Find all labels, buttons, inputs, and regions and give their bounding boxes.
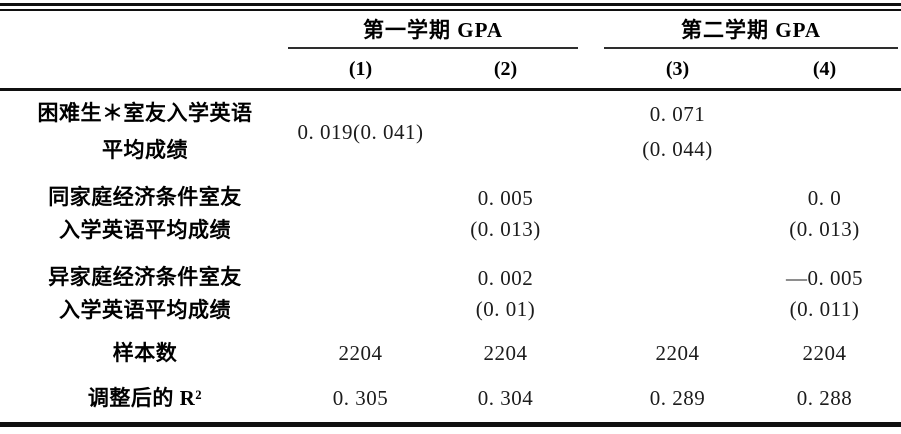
row-label-line: 同家庭经济条件室友 [48,184,242,209]
value-cell-col1: 2204 [288,336,433,370]
coefficient-value: —0. 005 [786,266,863,290]
r-squared-value: 0. 288 [796,386,853,410]
value-cell-col3: 0. 071 (0. 044) [604,93,751,170]
column-number-row: (1) (2) (3) (4) [0,50,901,88]
value-cell-col2: 0. 002 (0. 01) [433,257,578,330]
r-squared-value: 0. 305 [332,386,389,410]
table-row: 样本数 2204 2204 2204 2204 [0,336,901,370]
standard-error: (0. 044) [642,137,713,161]
column-number: (2) [493,57,518,80]
value-cell-col4: —0. 005 (0. 011) [751,257,898,330]
row-label-line: 异家庭经济条件室友 [48,265,242,289]
value-cell-col4: 0. 0 (0. 013) [751,176,898,250]
bottom-rule [0,422,901,427]
value-cell-col1: 0. 305 [288,381,433,415]
r-squared-value: 0. 304 [477,386,534,410]
coefficient-value: 0. 0 [807,185,842,210]
row-label-line: 入学英语平均成绩 [59,217,231,242]
coefficient-value: 0. 019(0. 041) [297,119,424,144]
sample-size: 2204 [655,341,700,365]
group2-underline [604,47,898,49]
sample-size: 2204 [483,341,528,365]
column-number: (1) [348,57,373,80]
column-group-sem1: 第一学期 GPA [288,10,578,48]
row-label-line: 入学英语平均成绩 [59,298,231,322]
column-header-3: (3) [604,50,751,88]
column-group-label: 第二学期 GPA [680,18,822,42]
sample-size: 2204 [802,341,847,365]
column-header-1: (1) [288,50,433,88]
standard-error: (0. 013) [789,216,860,241]
coefficient-value: 0. 071 [649,102,706,126]
row-label: 困难生＊室友入学英语 平均成绩 [0,93,290,170]
row-label-line: 调整后的 R² [87,386,203,410]
row-label-line: 样本数 [112,341,178,365]
table-row: 困难生＊室友入学英语 平均成绩 0. 019(0. 041) 0. 071 (0… [0,93,901,170]
column-number: (4) [812,57,837,80]
top-rule-inner [0,9,901,11]
column-group-sem2: 第二学期 GPA [604,10,898,48]
coefficient-value: 0. 005 [477,185,534,210]
column-header-2: (2) [433,50,578,88]
coefficient-value: 0. 002 [477,266,534,290]
table-row: 同家庭经济条件室友 入学英语平均成绩 0. 005 (0. 013) 0. 0 … [0,176,901,250]
value-cell-col1: 0. 019(0. 041) [288,93,433,170]
row-label-line: 平均成绩 [102,138,188,162]
column-group-label: 第一学期 GPA [362,18,504,42]
column-group-header-row: 第一学期 GPA 第二学期 GPA [0,10,901,48]
value-cell-col2: 0. 304 [433,381,578,415]
table-row: 调整后的 R² 0. 305 0. 304 0. 289 0. 288 [0,381,901,415]
top-rule-outer [0,3,901,6]
value-cell-col4: 0. 288 [751,381,898,415]
value-cell-col3: 0. 289 [604,381,751,415]
row-label: 样本数 [0,336,290,370]
sample-size: 2204 [338,341,383,365]
standard-error: (0. 013) [470,216,541,241]
row-label: 调整后的 R² [0,381,290,415]
header-rule [0,88,901,91]
row-label-line: 困难生＊室友入学英语 [37,101,253,125]
r-squared-value: 0. 289 [649,386,706,410]
row-label: 同家庭经济条件室友 入学英语平均成绩 [0,176,290,250]
group1-underline [288,47,578,49]
value-cell-col3: 2204 [604,336,751,370]
column-header-4: (4) [751,50,898,88]
standard-error: (0. 01) [475,297,536,321]
column-number: (3) [665,57,690,80]
value-cell-col4: 2204 [751,336,898,370]
value-cell-col2: 2204 [433,336,578,370]
row-label: 异家庭经济条件室友 入学英语平均成绩 [0,257,290,330]
table-row: 异家庭经济条件室友 入学英语平均成绩 0. 002 (0. 01) —0. 00… [0,257,901,330]
value-cell-col2: 0. 005 (0. 013) [433,176,578,250]
standard-error: (0. 011) [789,297,860,321]
